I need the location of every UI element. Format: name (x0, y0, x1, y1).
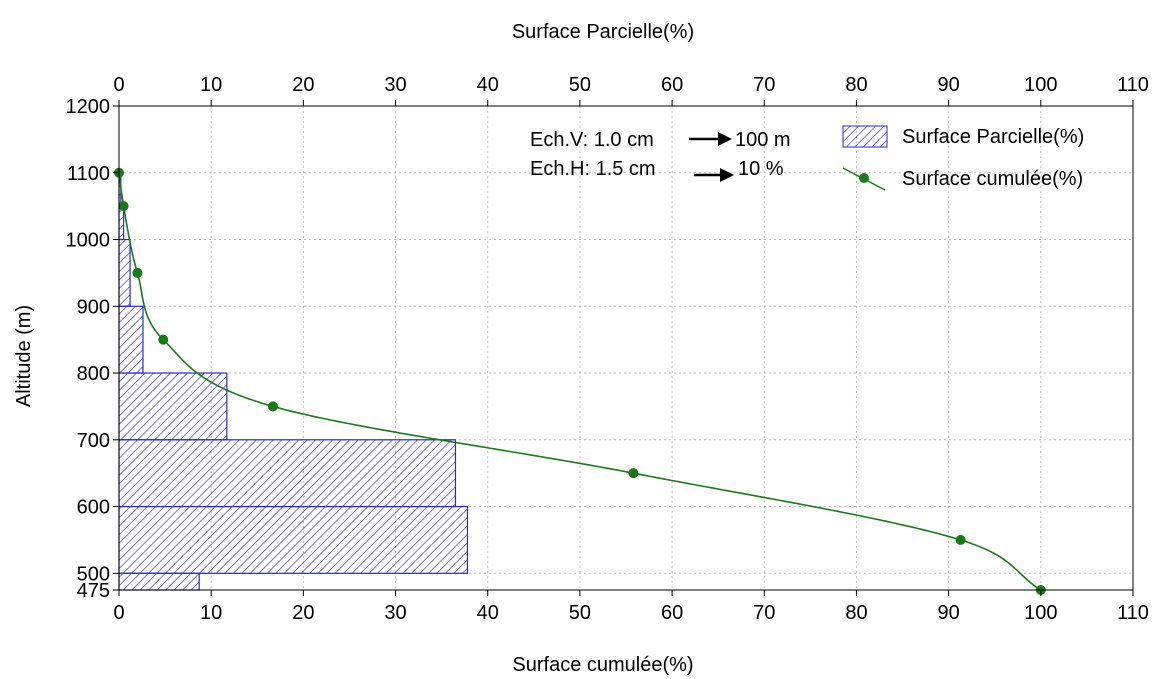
scale-note-2-left: Ech.H: 1.5 cm (530, 158, 656, 180)
bars (118, 172, 469, 591)
arrow-right-icon (694, 168, 734, 182)
scale-note: Ech.V: 1.0 cm 100 m Ech.H: 1.5 cm 10 % (530, 129, 791, 182)
x-tick-label-top: 20 (292, 74, 314, 96)
cumulative-line (114, 167, 1046, 595)
x-tick-label-top: 100 (1024, 74, 1057, 96)
bar (118, 505, 469, 574)
cumulative-point (158, 334, 169, 345)
scale-note-2-right: 10 % (738, 158, 784, 180)
legend-bar-swatch (842, 125, 888, 148)
x-tick-label-bottom: 40 (477, 602, 499, 624)
bar (118, 372, 228, 441)
cumulative-point (118, 201, 129, 212)
x-tick-label-top: 60 (661, 74, 683, 96)
y-tick-label: 700 (77, 430, 110, 452)
axes: 0 0 10 10 20 20 30 30 40 40 50 50 60 60 70 70 80 80 90 90 10… (66, 74, 1149, 624)
y-tick-label: 500 (77, 563, 110, 585)
x-tick-label-top: 50 (569, 74, 591, 96)
x-tick-label-bottom: 10 (200, 602, 222, 624)
x-tick-label-top: 80 (845, 74, 867, 96)
scale-note-1-right: 100 m (735, 129, 791, 151)
x-tick-label-bottom: 80 (845, 602, 867, 624)
cumulative-point (955, 534, 966, 545)
scale-note-1-left: Ech.V: 1.0 cm (530, 129, 654, 151)
x-tick-label-bottom: 50 (569, 602, 591, 624)
y-tick-label: 900 (77, 296, 110, 318)
plot-frame (118, 105, 1134, 591)
top-axis-title: Surface Parcielle(%) (512, 21, 694, 43)
y-tick-label: 1200 (66, 96, 111, 118)
legend-line-label: Surface cumulée(%) (902, 168, 1083, 190)
x-tick-label-bottom: 20 (292, 602, 314, 624)
arrow-right-icon (689, 132, 732, 146)
y-tick-label: 1000 (66, 230, 111, 252)
cumulative-point (267, 401, 278, 412)
x-tick-label-bottom: 0 (113, 602, 124, 624)
x-tick-label-bottom: 60 (661, 602, 683, 624)
x-tick-label-top: 110 (1117, 74, 1149, 96)
legend-bar-label: Surface Parcielle(%) (902, 126, 1084, 148)
y-tick-label: 1100 (67, 163, 110, 185)
x-tick-label-top: 10 (200, 74, 222, 96)
x-tick-label-top: 0 (113, 74, 124, 96)
bar (118, 238, 131, 307)
bar (118, 305, 144, 374)
cumulative-point (132, 267, 143, 278)
y-axis-title: Altitude (m) (13, 305, 35, 407)
grid (119, 106, 1133, 590)
x-tick-label-bottom: 90 (938, 602, 960, 624)
y-tick-label: 475 (77, 580, 110, 602)
bottom-axis-title: Surface cumulée(%) (512, 654, 693, 676)
x-tick-label-bottom: 30 (384, 602, 406, 624)
x-tick-label-bottom: 100 (1024, 602, 1057, 624)
cumulative-point (628, 468, 639, 479)
y-tick-label: 600 (77, 497, 110, 519)
legend-line-marker (859, 173, 869, 183)
x-tick-label-bottom: 110 (1117, 602, 1149, 624)
x-tick-label-top: 90 (938, 74, 960, 96)
bar (118, 439, 457, 508)
legend: Surface Parcielle(%) Surface cumulée(%) (842, 125, 1084, 191)
x-tick-label-top: 40 (477, 74, 499, 96)
x-tick-label-top: 70 (753, 74, 775, 96)
y-tick-label: 800 (77, 363, 110, 385)
bar (118, 572, 200, 591)
x-tick-label-bottom: 70 (753, 602, 775, 624)
x-tick-label-top: 30 (384, 74, 406, 96)
cumulative-curve (118, 172, 1042, 591)
bar (118, 205, 125, 241)
